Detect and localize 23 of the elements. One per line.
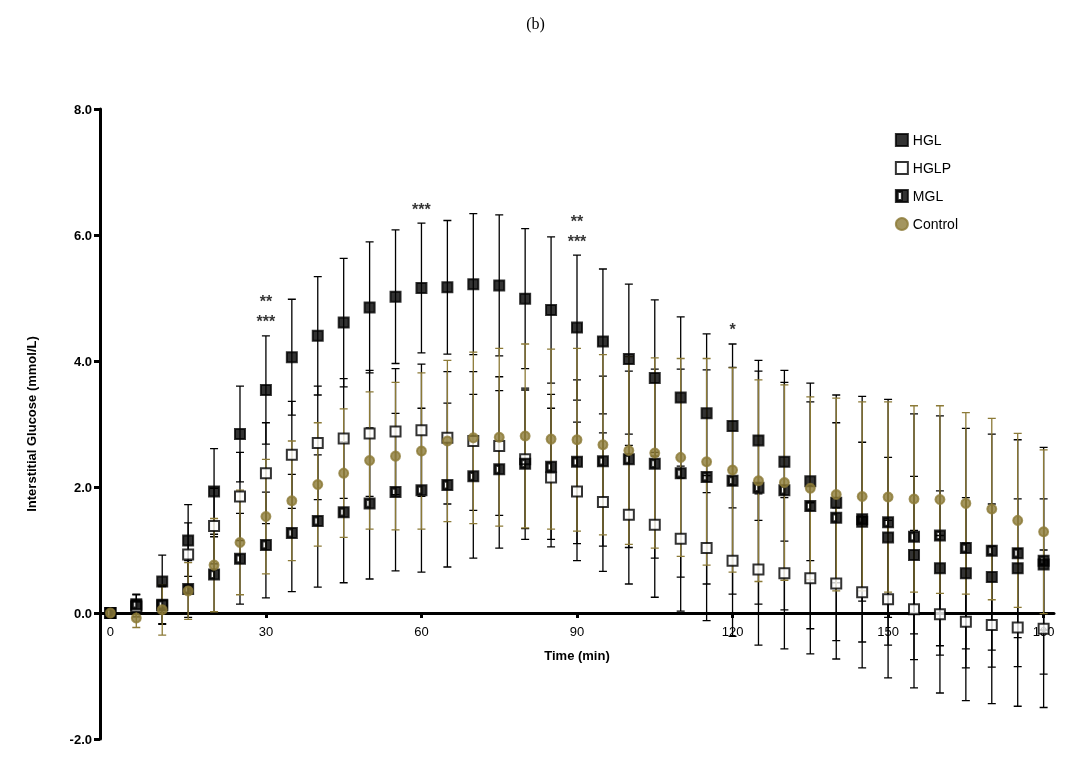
- y-tick-label: 8.0: [73, 101, 92, 117]
- x-tick-label: 60: [414, 624, 429, 639]
- annotation: **: [259, 293, 273, 311]
- y-tick-label: -2.0: [69, 731, 92, 747]
- legend-label: HGLP: [912, 160, 951, 176]
- x-tick-label: 90: [569, 624, 585, 639]
- annotation: ***: [256, 313, 277, 331]
- y-tick-label: 6.0: [73, 227, 92, 243]
- annotation: ***: [412, 200, 432, 218]
- legend-label: HGL: [912, 132, 942, 148]
- chart-title: (b): [526, 14, 545, 33]
- annotation: *: [729, 321, 737, 339]
- legend-label: Control: [912, 216, 959, 232]
- x-axis-title: Time (min): [544, 648, 610, 663]
- x-tick-label: 30: [258, 624, 274, 639]
- y-tick-label: 0.0: [73, 605, 92, 621]
- y-tick-label: 4.0: [73, 353, 92, 369]
- annotation: ***: [567, 232, 588, 250]
- legend-label: MGL: [912, 188, 944, 204]
- annotation: **: [570, 212, 584, 230]
- y-tick-label: 2.0: [73, 479, 92, 495]
- y-axis-title: Interstitial Glucose (mmol/L): [24, 336, 39, 512]
- x-tick-label: 0: [106, 624, 114, 639]
